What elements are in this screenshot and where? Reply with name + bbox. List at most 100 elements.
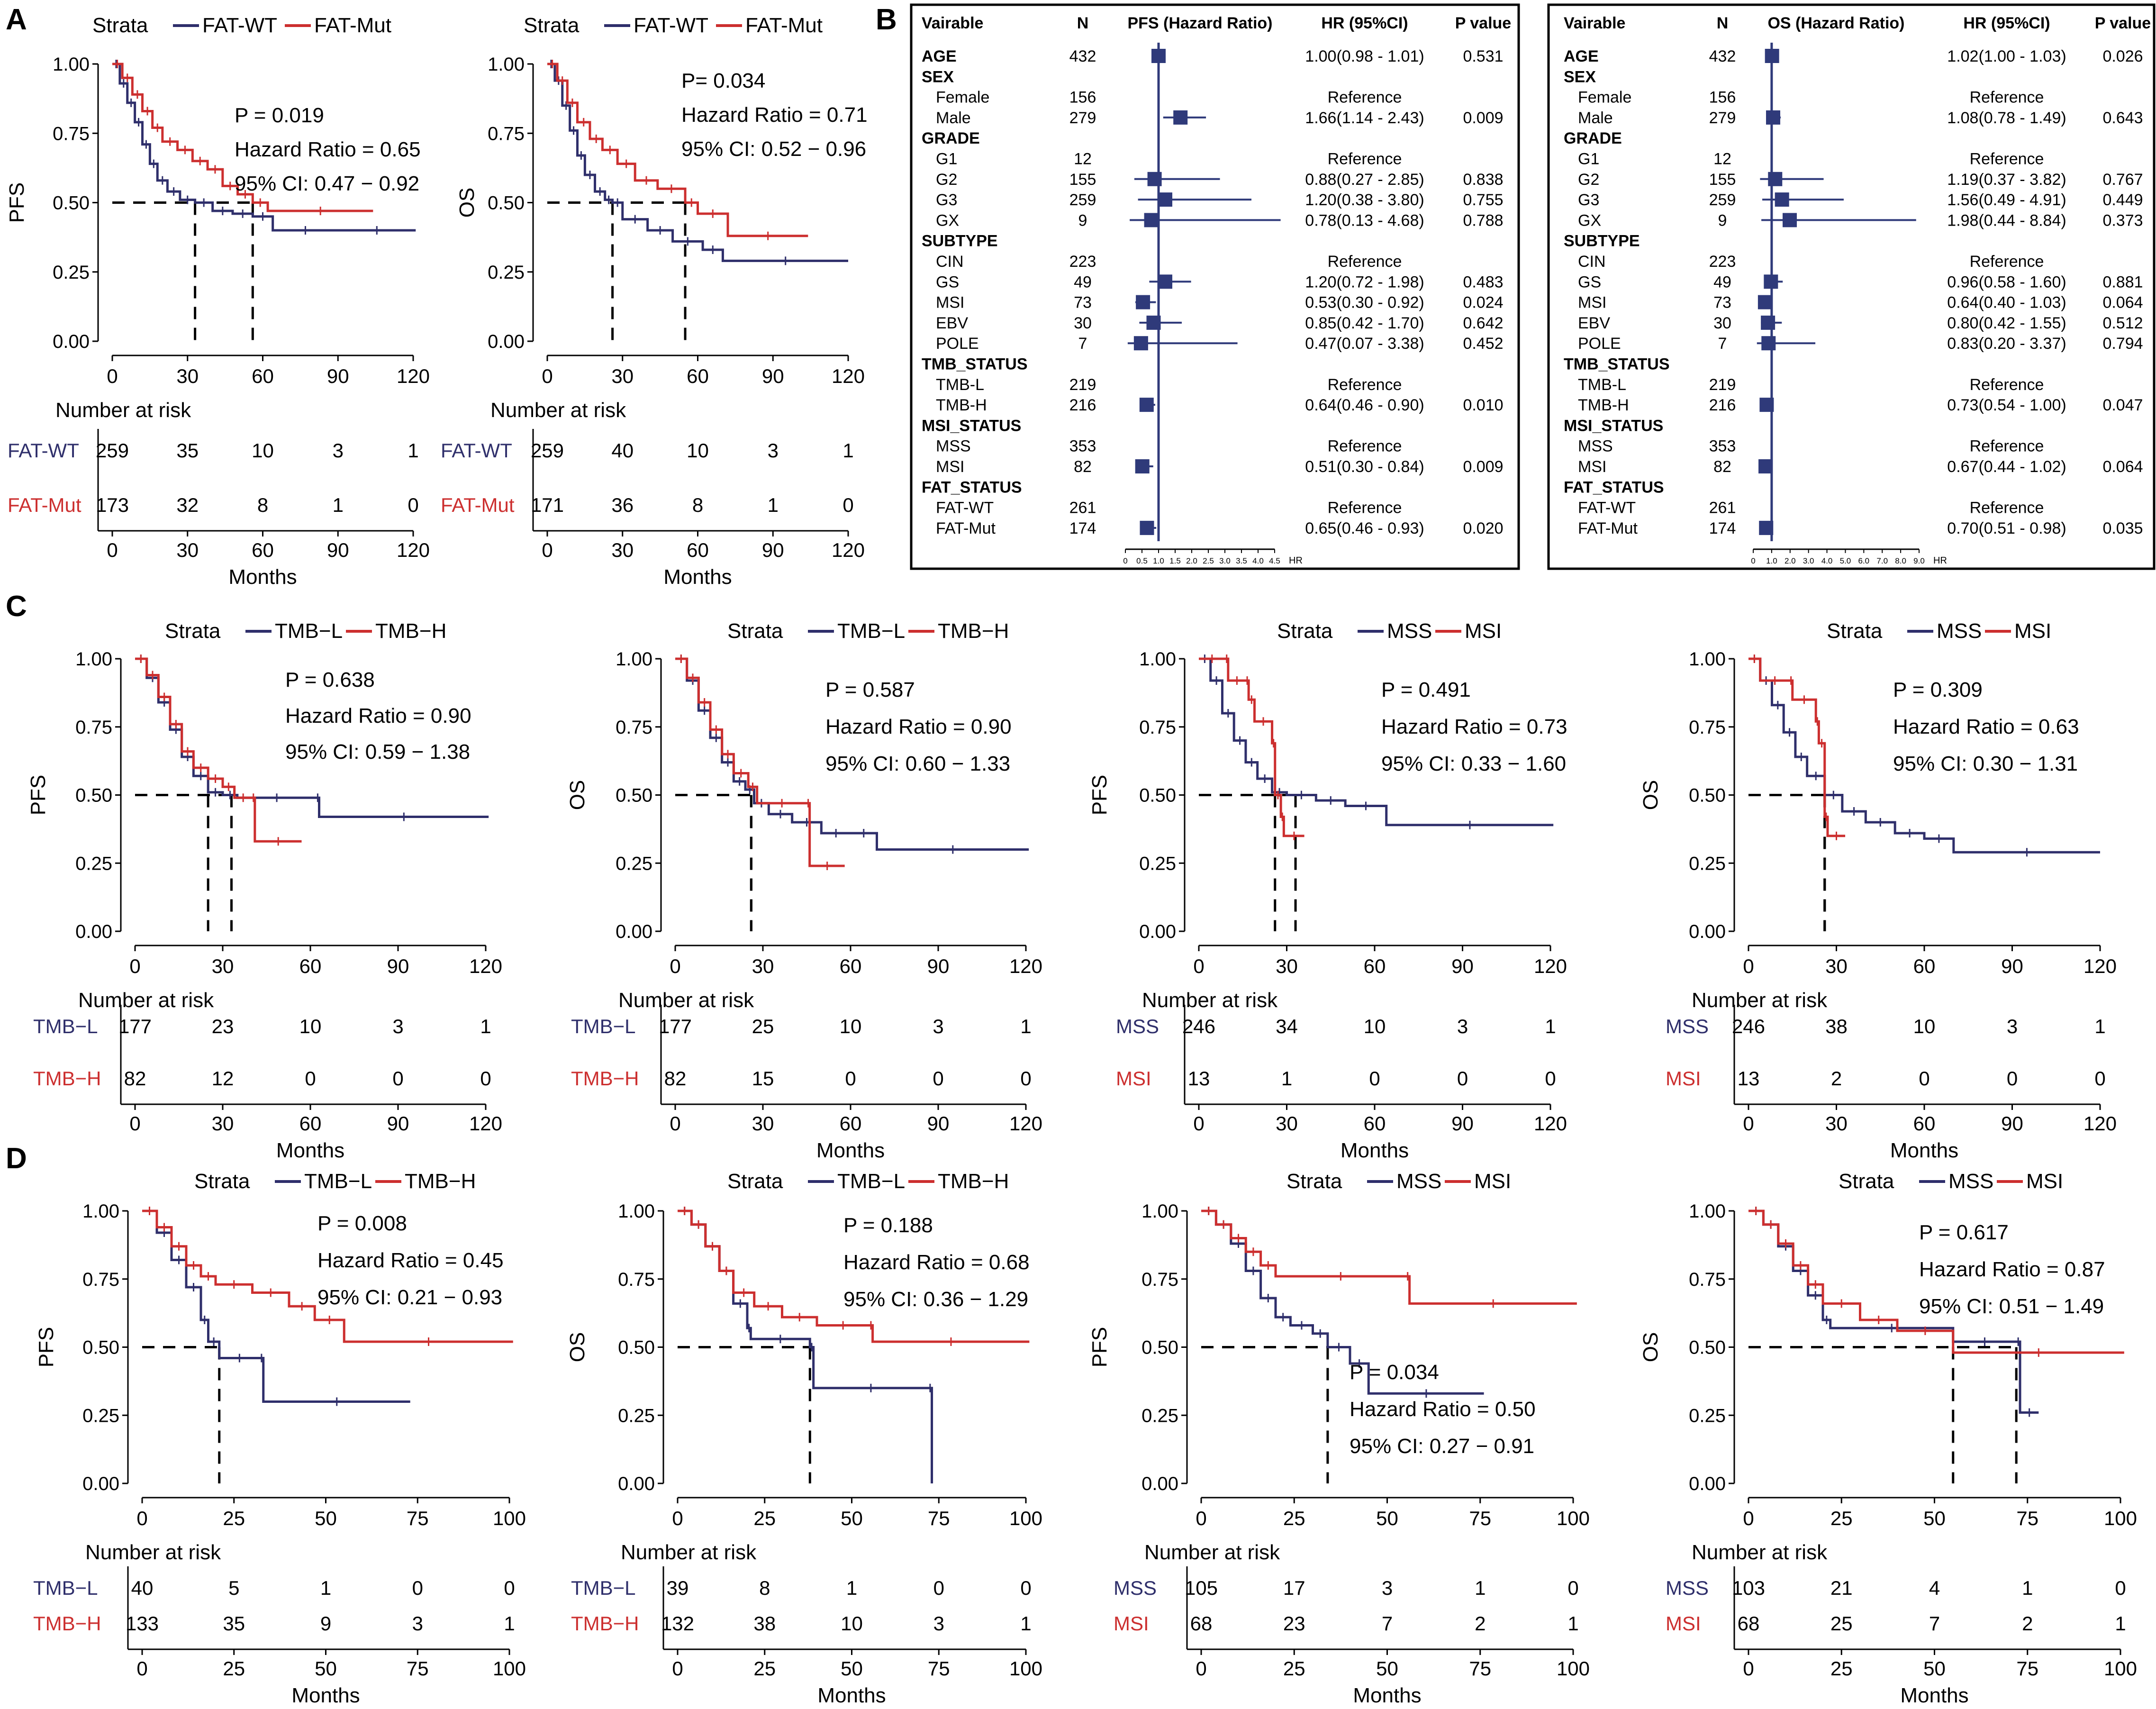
risk-count: 1 bbox=[768, 494, 779, 516]
forest-n-value: 223 bbox=[1709, 253, 1736, 271]
forest-hr-marker bbox=[1761, 336, 1776, 351]
x-tick-label: 100 bbox=[493, 1507, 526, 1529]
forest-row: AGE 432 1.00(0.98 - 1.01) 0.531 bbox=[922, 47, 1504, 65]
forest-hr-marker bbox=[1775, 192, 1789, 207]
x-tick-label: 30 bbox=[176, 365, 199, 387]
y-tick-label: 0.00 bbox=[616, 921, 652, 942]
forest-hr-ci-text: 0.88(0.27 - 2.85) bbox=[1305, 171, 1424, 189]
risk-row-label: MSS bbox=[1666, 1015, 1709, 1037]
forest-hr-ci-text: Reference bbox=[1328, 253, 1402, 271]
forest-hr-ci-text: 0.70(0.51 - 0.98) bbox=[1947, 519, 2066, 537]
forest-row: G3 259 1.20(0.38 - 3.80) 0.755 bbox=[936, 191, 1504, 209]
forest-row: MSS 353 Reference bbox=[1578, 437, 2044, 455]
legend-title: Strata bbox=[1286, 1170, 1342, 1193]
forest-variable-label: Male bbox=[936, 109, 971, 127]
forest-variable-label: SEX bbox=[1564, 68, 1596, 86]
forest-row: FAT_STATUS bbox=[1564, 478, 1664, 496]
forest-variable-label: MSI_STATUS bbox=[1564, 417, 1663, 435]
forest-row: CIN 223 Reference bbox=[1578, 253, 2044, 271]
forest-variable-label: POLE bbox=[1578, 335, 1621, 353]
forest-row: EBV 30 0.85(0.42 - 1.70) 0.642 bbox=[936, 314, 1504, 332]
risk-count: 3 bbox=[412, 1612, 423, 1635]
forest-n-value: 155 bbox=[1709, 171, 1736, 189]
x-tick-label: 60 bbox=[252, 365, 274, 387]
risk-count: 1 bbox=[1567, 1612, 1578, 1635]
x-tick-label: 25 bbox=[1830, 1507, 1853, 1529]
median-lines bbox=[1748, 1346, 2018, 1483]
x-tick-label: 90 bbox=[327, 365, 349, 387]
forest-row: Male 279 1.08(0.78 - 1.49) 0.643 bbox=[1578, 109, 2143, 127]
stats-annotation: P = 0.617 Hazard Ratio = 0.87 95% CI: 0.51… bbox=[1919, 1221, 2105, 1318]
forest-p-value: 0.881 bbox=[2102, 273, 2143, 291]
risk-count: 1 bbox=[1020, 1612, 1031, 1635]
risk-row-label: MSS bbox=[1116, 1015, 1159, 1037]
risk-count: 34 bbox=[1276, 1015, 1298, 1037]
forest-row: TMB-H 216 0.73(0.54 - 1.00) 0.047 bbox=[1578, 396, 2143, 414]
forest-n-value: 174 bbox=[1709, 519, 1736, 537]
x-tick-label: 100 bbox=[1557, 1507, 1590, 1529]
forest-variable-label: CIN bbox=[1578, 253, 1606, 271]
forest-hr-marker bbox=[1783, 213, 1797, 227]
forest-variable-label: FAT_STATUS bbox=[922, 478, 1022, 496]
risk-count: 0 bbox=[504, 1577, 515, 1599]
forest-variable-label: Female bbox=[1578, 89, 1631, 107]
legend-label: TMB−H bbox=[375, 619, 446, 643]
risk-x-tick-label: 30 bbox=[1825, 1112, 1848, 1135]
risk-x-tick-label: 100 bbox=[2104, 1657, 2137, 1680]
risk-count: 25 bbox=[1830, 1612, 1853, 1635]
forest-header: HR (95%CI) bbox=[1321, 14, 1408, 32]
forest-hr-ci-text: 0.85(0.42 - 1.70) bbox=[1305, 314, 1424, 332]
forest-axis-tick-label: 7.0 bbox=[1876, 556, 1888, 565]
forest-n-value: 7 bbox=[1078, 335, 1087, 353]
forest-variable-label: AGE bbox=[1564, 47, 1599, 65]
forest-p-value: 0.794 bbox=[2102, 335, 2143, 353]
median-lines bbox=[142, 1346, 221, 1483]
risk-count: 39 bbox=[667, 1577, 689, 1599]
risk-x-tick-label: 90 bbox=[2001, 1112, 2023, 1135]
median-lines bbox=[675, 794, 752, 931]
forest-axis-tick-label: 0.5 bbox=[1136, 556, 1148, 565]
y-tick-label: 0.00 bbox=[618, 1473, 655, 1494]
x-tick-label: 25 bbox=[1283, 1507, 1305, 1529]
forest-n-value: 353 bbox=[1069, 437, 1096, 455]
forest-variable-label: G2 bbox=[936, 171, 957, 189]
forest-row: EBV 30 0.80(0.42 - 1.55) 0.512 bbox=[1578, 314, 2143, 332]
risk-count: 10 bbox=[840, 1015, 862, 1037]
y-axis: 0.00 0.25 0.50 0.75 1.00 PFS bbox=[27, 649, 122, 942]
forest-row: G2 155 0.88(0.27 - 2.85) 0.838 bbox=[936, 171, 1504, 189]
y-tick-label: 1.00 bbox=[1689, 1201, 1726, 1222]
risk-x-tick-label: 50 bbox=[841, 1657, 863, 1680]
risk-count: 40 bbox=[611, 439, 634, 462]
forest-hr-ci-text: 0.67(0.44 - 1.02) bbox=[1947, 458, 2066, 476]
risk-count: 1 bbox=[1281, 1067, 1292, 1090]
forest-row: GS 49 1.20(0.72 - 1.98) 0.483 bbox=[936, 273, 1504, 291]
risk-table: Number at risk MSS 246 38 10 3 1 MSI 13 2 0 0 0 0 30 60… bbox=[1666, 989, 2117, 1162]
y-tick-label: 1.00 bbox=[1689, 649, 1726, 670]
legend-label: MSI bbox=[2026, 1170, 2063, 1193]
x-tick-label: 0 bbox=[136, 1507, 147, 1529]
panel-letter-a: A bbox=[6, 3, 27, 36]
y-tick-label: 0.75 bbox=[1139, 717, 1176, 738]
forest-row: G3 259 1.56(0.49 - 4.91) 0.449 bbox=[1578, 191, 2143, 209]
forest-axis-tick-label: 4.5 bbox=[1269, 556, 1280, 565]
y-axis: 0.00 0.25 0.50 0.75 1.00 OS bbox=[566, 649, 662, 942]
risk-count: 68 bbox=[1738, 1612, 1760, 1635]
median-lines bbox=[678, 1346, 811, 1483]
median-lines bbox=[1201, 1346, 1329, 1483]
forest-hr-marker bbox=[1147, 172, 1162, 186]
legend-title: Strata bbox=[1839, 1170, 1894, 1193]
forest-p-value: 0.483 bbox=[1463, 273, 1503, 291]
months-axis-title: Months bbox=[276, 1139, 344, 1162]
forest-n-value: 30 bbox=[1074, 314, 1092, 332]
risk-row-label: TMB−L bbox=[33, 1577, 98, 1599]
x-axis: 0 25 50 75 100 bbox=[672, 1497, 1042, 1529]
forest-hr-ci-text: 0.78(0.13 - 4.68) bbox=[1305, 211, 1424, 229]
risk-x-tick-label: 0 bbox=[1743, 1657, 1754, 1680]
forest-n-value: 261 bbox=[1709, 499, 1736, 517]
forest-variable-label: FAT-Mut bbox=[936, 519, 996, 537]
forest-variable-label: FAT-Mut bbox=[1578, 519, 1638, 537]
legend: Strata FAT-WT FAT-Mut bbox=[92, 14, 391, 37]
forest-p-value: 0.009 bbox=[1463, 458, 1503, 476]
risk-table: Number at risk MSS 105 17 3 1 0 MSI 68 23 7 2 1 0 25 50… bbox=[1114, 1541, 1590, 1707]
